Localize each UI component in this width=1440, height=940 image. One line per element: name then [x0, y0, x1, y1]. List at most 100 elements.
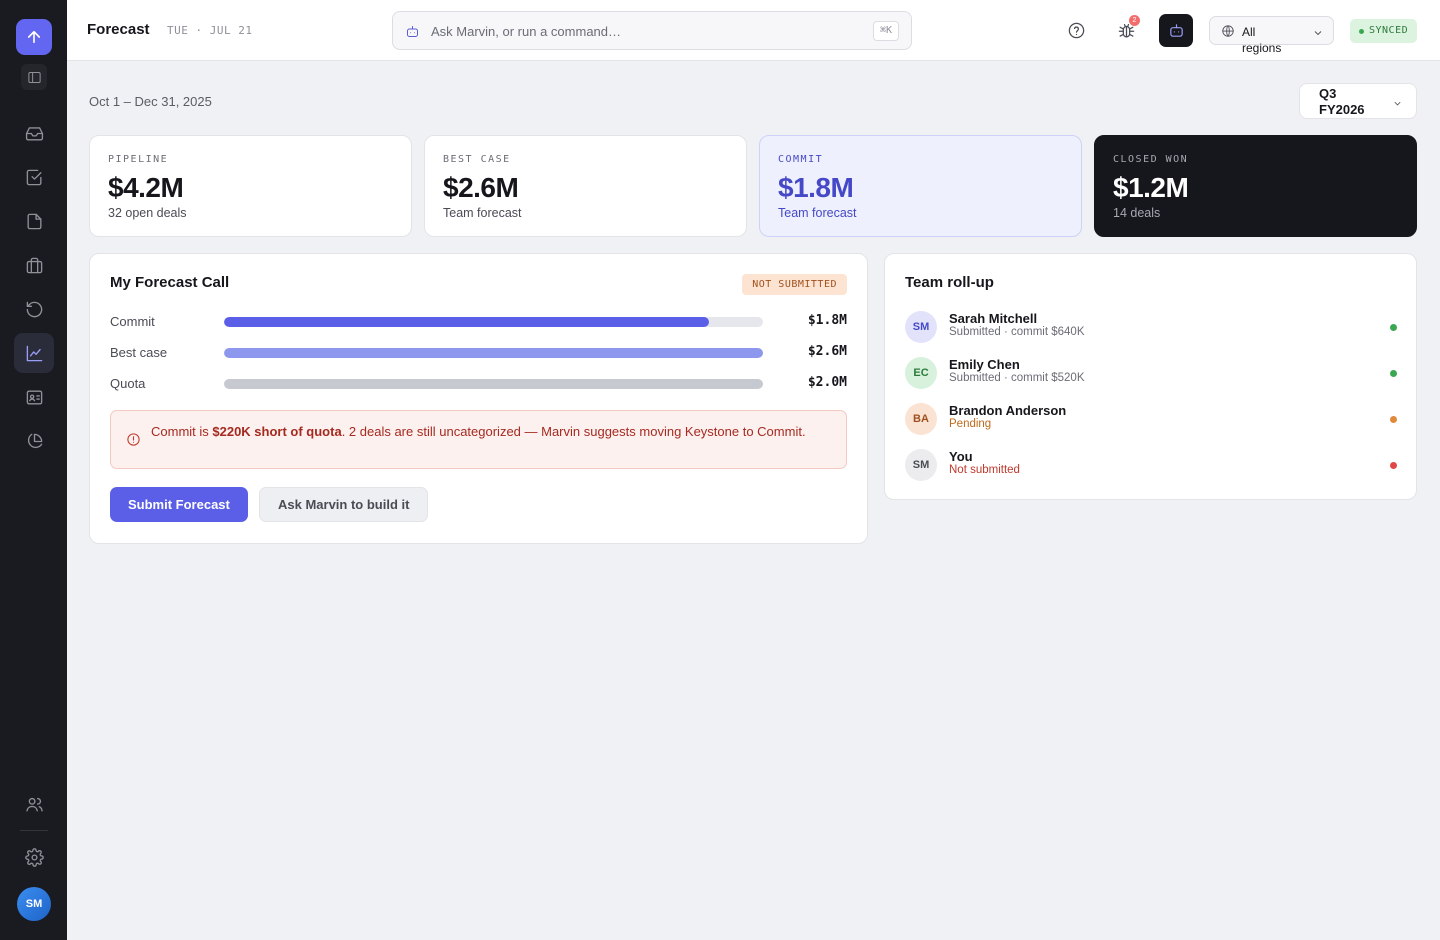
user-avatar[interactable]: SM	[17, 887, 51, 921]
nav-settings[interactable]	[14, 837, 54, 877]
forecast-call-card: My Forecast Call NOT SUBMITTED Commit $1…	[89, 253, 868, 544]
sync-status-label: SYNCED	[1369, 25, 1409, 36]
inbox-icon	[25, 126, 43, 141]
current-date: TUE · JUL 21	[167, 24, 253, 37]
member-name: Sarah Mitchell	[949, 311, 1038, 326]
member-status: Submitted · commit $640K	[949, 326, 1085, 338]
kpi-value: $4.2M	[108, 172, 184, 203]
quota-label: Quota	[110, 376, 146, 391]
avatar: SM	[905, 311, 937, 343]
kpi-label: CLOSED WON	[1113, 154, 1189, 165]
kpi-label: COMMIT	[778, 154, 824, 165]
kpi-value: $1.8M	[778, 172, 854, 203]
commit-value: $1.8M	[807, 313, 847, 328]
sidebar-panel-icon	[27, 71, 41, 83]
bot-icon	[1169, 24, 1183, 37]
kpi-subtext: Team forecast	[778, 206, 857, 220]
team-member-row[interactable]: SM You Not submitted	[905, 449, 1397, 485]
sync-status-badge: SYNCED	[1350, 19, 1418, 43]
sidebar-divider	[20, 830, 48, 831]
member-status: Not submitted	[949, 464, 1020, 476]
team-member-row[interactable]: SM Sarah Mitchell Submitted · commit $64…	[905, 311, 1397, 347]
kpi-closed-won[interactable]: CLOSED WON $1.2M 14 deals	[1094, 135, 1417, 237]
bug-icon	[1118, 23, 1134, 37]
best-case-bar-track	[224, 348, 763, 358]
bot-icon	[405, 24, 420, 39]
chevron-down-icon	[1392, 96, 1403, 114]
check-square-icon	[26, 169, 42, 185]
nav-reports[interactable]	[14, 421, 54, 461]
command-placeholder: Ask Marvin, or run a command…	[431, 24, 622, 39]
team-member-row[interactable]: EC Emily Chen Submitted · commit $520K	[905, 357, 1397, 393]
kpi-commit[interactable]: COMMIT $1.8M Team forecast	[759, 135, 1082, 237]
avatar: SM	[905, 449, 937, 481]
region-select[interactable]: All regions	[1209, 16, 1334, 55]
sidebar-toggle-button[interactable]	[21, 64, 47, 90]
help-circle-icon	[1068, 22, 1084, 38]
best-case-bar-fill	[224, 348, 763, 358]
history-icon	[26, 301, 42, 317]
alert-circle-icon	[126, 432, 141, 452]
quota-alert: Commit is $220K short of quota. 2 deals …	[110, 410, 847, 469]
sidebar: SM	[0, 0, 67, 940]
quarter-select[interactable]: Q3 FY2026	[1299, 83, 1417, 119]
arrow-up-icon	[27, 30, 41, 44]
marvin-assistant-button[interactable]	[1159, 14, 1193, 47]
kpi-pipeline[interactable]: PIPELINE $4.2M 32 open deals	[89, 135, 412, 237]
page-title: Forecast	[87, 21, 150, 38]
commit-label: Commit	[110, 314, 155, 329]
commit-bar-track	[224, 317, 763, 327]
quota-bar-track	[224, 379, 763, 389]
member-status: Pending	[949, 418, 992, 430]
best-case-label: Best case	[110, 345, 168, 360]
kpi-label: PIPELINE	[108, 154, 169, 165]
kpi-label: BEST CASE	[443, 154, 511, 165]
status-dot	[1390, 324, 1397, 331]
nav-history[interactable]	[14, 289, 54, 329]
kpi-subtext: 32 open deals	[108, 206, 187, 220]
member-status: Submitted · commit $520K	[949, 372, 1085, 384]
bug-report-button[interactable]: 2	[1114, 15, 1140, 42]
nav-inbox[interactable]	[14, 113, 54, 153]
kpi-best-case[interactable]: BEST CASE $2.6M Team forecast	[424, 135, 747, 237]
member-name: Brandon Anderson	[949, 403, 1067, 418]
alert-text: Commit is $220K short of quota. 2 deals …	[151, 424, 806, 439]
gear-icon	[24, 847, 44, 867]
contact-card-icon	[26, 389, 42, 405]
card-title: My Forecast Call	[110, 274, 230, 291]
team-rollup-card: Team roll-up SM Sarah Mitchell Submitted…	[884, 253, 1417, 500]
globe-icon	[1221, 24, 1235, 43]
card-title: Team roll-up	[905, 274, 994, 291]
file-icon	[26, 213, 42, 229]
team-member-row[interactable]: BA Brandon Anderson Pending	[905, 403, 1397, 439]
topbar: Forecast TUE · JUL 21 Ask Marvin, or run…	[67, 0, 1440, 61]
commit-bar-fill	[224, 317, 710, 327]
trend-chart-icon	[26, 345, 42, 361]
avatar: EC	[905, 357, 937, 389]
member-name: Emily Chen	[949, 357, 1020, 372]
nav-tasks[interactable]	[14, 157, 54, 197]
nav-contacts[interactable]	[14, 377, 54, 417]
notification-badge: 2	[1129, 15, 1140, 26]
status-dot	[1390, 416, 1397, 423]
status-badge: NOT SUBMITTED	[742, 274, 847, 295]
chevron-down-icon	[1312, 26, 1324, 44]
briefcase-icon	[26, 257, 42, 273]
nav-documents[interactable]	[14, 201, 54, 241]
app-logo-button[interactable]	[16, 19, 52, 55]
users-icon	[25, 797, 43, 812]
date-range: Oct 1 – Dec 31, 2025	[89, 94, 212, 109]
nav-forecast[interactable]	[14, 333, 54, 373]
ask-marvin-button[interactable]: Ask Marvin to build it	[259, 487, 429, 522]
submit-forecast-button[interactable]: Submit Forecast	[110, 487, 248, 522]
command-bar[interactable]: Ask Marvin, or run a command… ⌘K	[392, 11, 912, 50]
help-button[interactable]	[1064, 18, 1088, 42]
best-case-value: $2.6M	[807, 344, 847, 359]
member-name: You	[949, 449, 973, 464]
sync-dot	[1359, 29, 1364, 34]
region-value: All regions	[1242, 25, 1282, 55]
nav-deals[interactable]	[14, 245, 54, 285]
status-dot	[1390, 462, 1397, 469]
nav-team[interactable]	[14, 784, 54, 824]
avatar: BA	[905, 403, 937, 435]
